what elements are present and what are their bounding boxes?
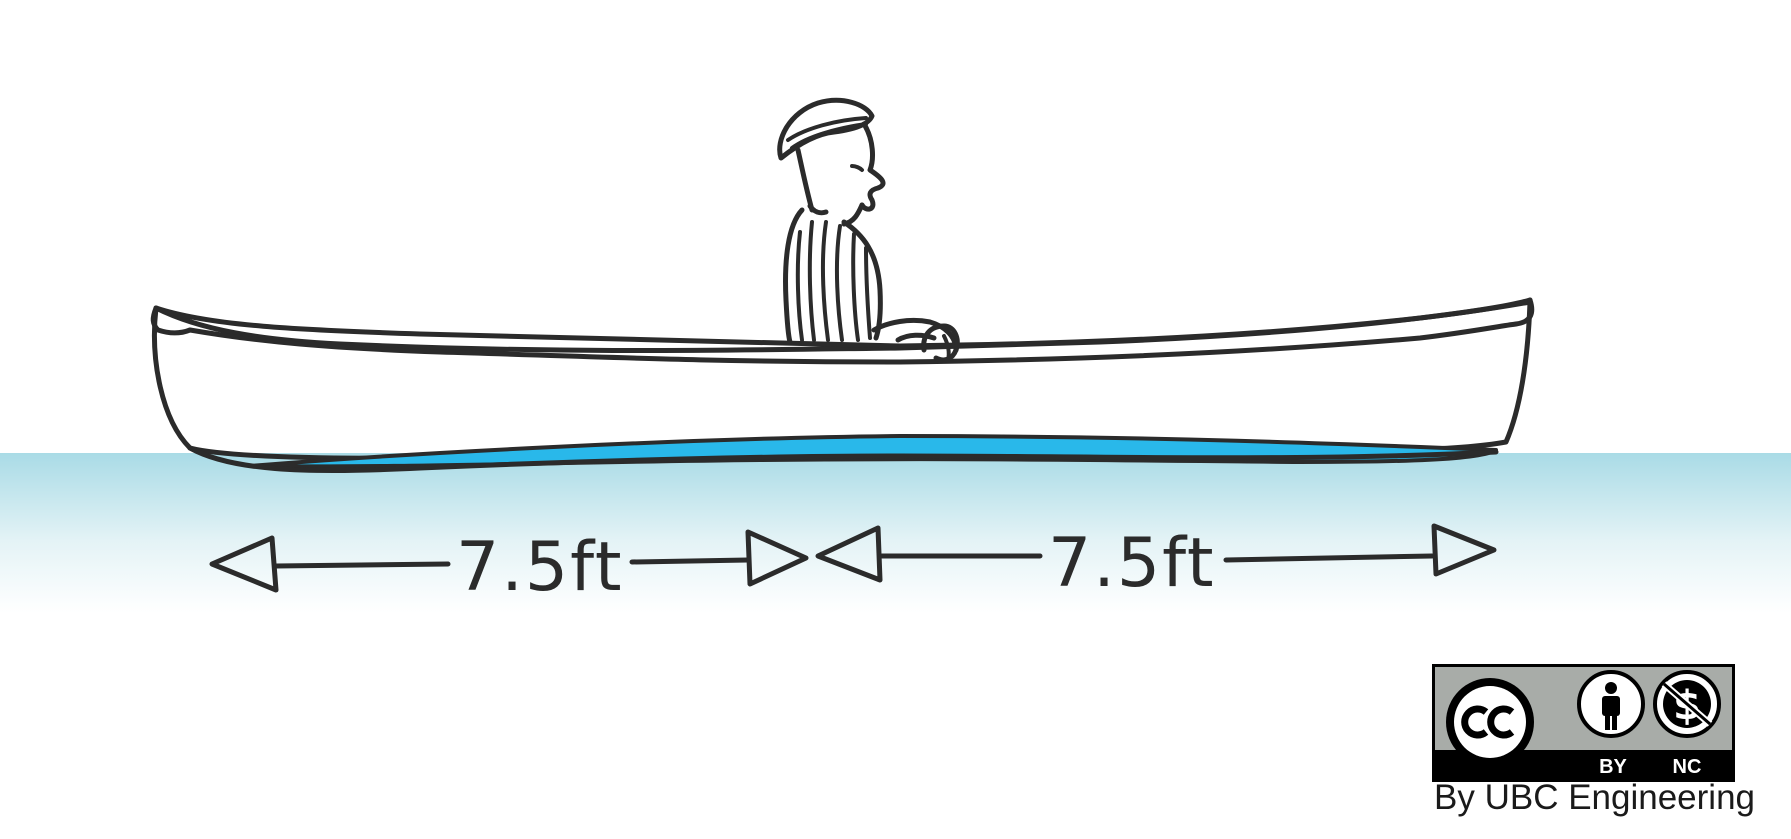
left-dimension-line-a <box>273 561 451 569</box>
badge-by-label: BY <box>1599 756 1627 778</box>
cc-by-nc-badge: $ BY NC <box>1432 664 1735 782</box>
right-dimension-label: 7.5ft <box>1048 524 1216 603</box>
dimension-left: 7.5ft <box>209 528 809 607</box>
paddler-figure <box>777 97 959 362</box>
canoe <box>150 297 1535 473</box>
right-dimension-line-b <box>1223 553 1435 563</box>
left-arrowhead-end <box>745 529 809 587</box>
attribution-person-icon <box>1577 670 1645 738</box>
dimension-right: 7.5ft <box>815 523 1497 603</box>
left-dimension-line-b <box>629 557 751 565</box>
badge-nc-label: NC <box>1673 756 1702 778</box>
credit-text: By UBC Engineering <box>1434 778 1755 817</box>
left-dimension-label: 7.5ft <box>456 528 624 607</box>
right-arrowhead-end <box>1431 523 1497 577</box>
right-arrowhead-start <box>815 525 883 583</box>
left-arrowhead-start <box>209 535 279 593</box>
noncommercial-dollar-icon: $ <box>1653 670 1721 738</box>
cc-icon <box>1446 678 1534 766</box>
water <box>0 453 1791 613</box>
